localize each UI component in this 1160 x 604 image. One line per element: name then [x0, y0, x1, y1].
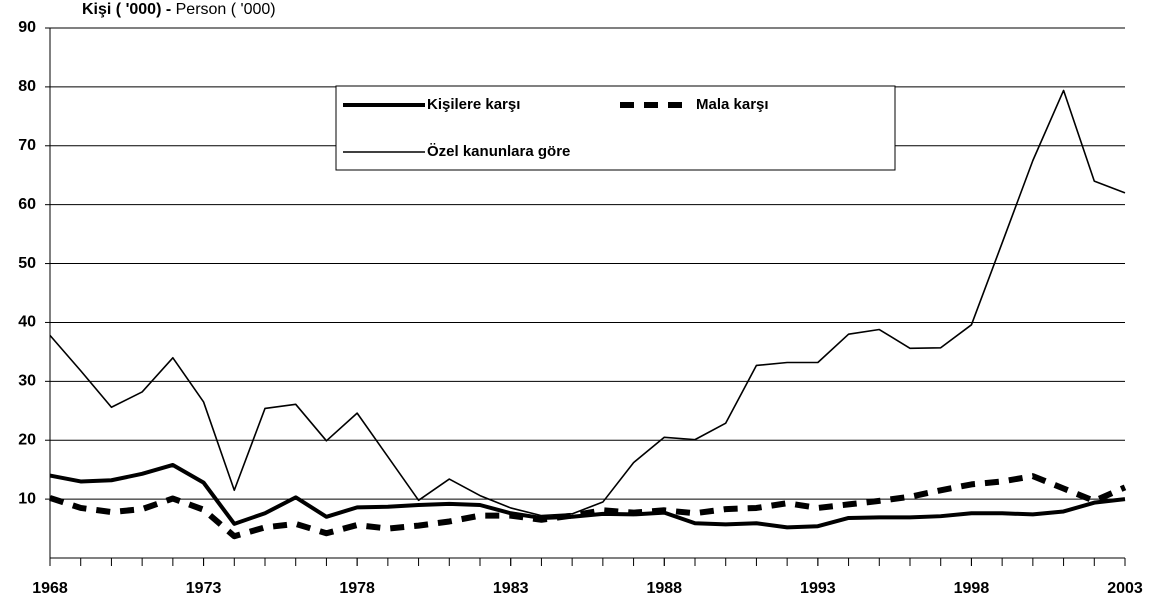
legend-label: Mala karşı — [696, 96, 769, 113]
y-tick-label: 50 — [18, 255, 36, 272]
y-tick-label: 80 — [18, 78, 36, 95]
y-tick-label: 40 — [18, 314, 36, 331]
legend-box — [335, 85, 896, 171]
series-line — [49, 473, 1127, 540]
y-tick-label: 20 — [18, 431, 36, 448]
y-axis-label: Kişi ( '000) - Person ( '000) — [82, 1, 276, 18]
x-tick-label: 1973 — [186, 580, 222, 597]
y-axis-label-tr: Kişi ( '000) - — [82, 1, 171, 18]
x-tick-label: 1988 — [646, 580, 682, 597]
y-axis-label-en: Person ( '000) — [176, 1, 276, 18]
y-tick-label: 10 — [18, 490, 36, 507]
y-tick-label: 60 — [18, 196, 36, 213]
y-tick-label: 30 — [18, 373, 36, 390]
series-line — [49, 89, 1126, 517]
x-tick-label: 2003 — [1107, 580, 1143, 597]
legend-label: Özel kanunlara göre — [427, 143, 570, 160]
y-tick-label: 70 — [18, 137, 36, 154]
x-tick-label: 1993 — [800, 580, 836, 597]
y-tick-label: 90 — [18, 19, 36, 36]
x-tick-label: 1968 — [32, 580, 68, 597]
x-tick-label: 1998 — [954, 580, 990, 597]
x-tick-label: 1978 — [339, 580, 375, 597]
x-tick-label: 1983 — [493, 580, 529, 597]
legend-label: Kişilere karşı — [427, 96, 520, 113]
